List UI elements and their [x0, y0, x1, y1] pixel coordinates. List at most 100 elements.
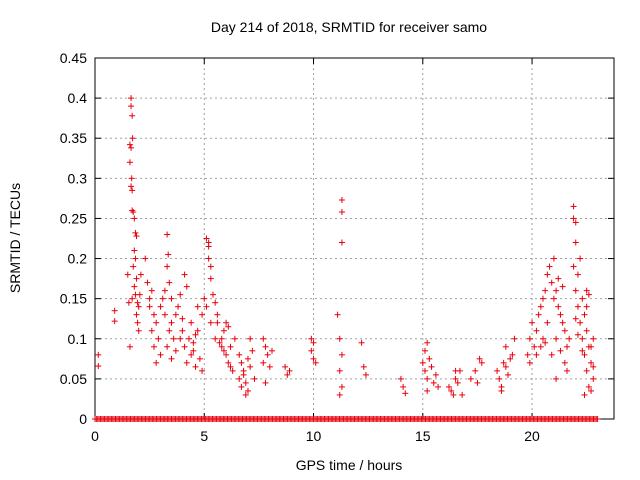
data-point [199, 367, 206, 374]
data-point [550, 295, 557, 302]
data-point [467, 375, 474, 382]
data-point [430, 379, 437, 386]
data-point [494, 367, 501, 374]
data-point [362, 371, 369, 378]
data-point [157, 351, 164, 358]
data-point [559, 319, 566, 326]
data-point [205, 255, 212, 262]
data-point [402, 390, 409, 397]
data-point [212, 335, 219, 342]
data-point [146, 295, 153, 302]
data-point [131, 215, 138, 222]
data-point [131, 247, 138, 254]
data-point [132, 255, 139, 262]
data-point [502, 343, 509, 350]
data-point [507, 355, 514, 362]
data-point [111, 318, 118, 325]
y-tick-label: 0.4 [68, 90, 88, 106]
data-point [188, 319, 195, 326]
data-point [214, 319, 221, 326]
data-point [214, 311, 221, 318]
data-point [203, 303, 210, 310]
data-point [432, 371, 439, 378]
data-point [419, 359, 426, 366]
data-point [310, 355, 317, 362]
data-point [205, 239, 212, 246]
data-point [533, 351, 540, 358]
data-point [170, 335, 177, 342]
data-point [183, 283, 190, 290]
data-point [244, 387, 251, 394]
data-point [336, 335, 343, 342]
data-point [247, 363, 254, 370]
data-point [236, 375, 243, 382]
data-point [199, 311, 206, 318]
data-point [157, 303, 164, 310]
data-point [579, 347, 586, 354]
data-point [424, 339, 431, 346]
data-point [533, 327, 540, 334]
chart-title: Day 214 of 2018, SRMTID for receiver sam… [211, 19, 487, 35]
y-tick-label: 0.25 [60, 210, 87, 226]
data-point [535, 311, 542, 318]
data-point [240, 371, 247, 378]
data-points [92, 95, 601, 422]
data-point [579, 295, 586, 302]
data-point [146, 303, 153, 310]
data-point [126, 159, 133, 166]
data-point [553, 335, 560, 342]
data-point [244, 355, 251, 362]
data-point [537, 303, 544, 310]
y-axis-label: SRMTID / TECUs [7, 183, 23, 293]
data-point [207, 263, 214, 270]
data-point [161, 311, 168, 318]
data-point [572, 287, 579, 294]
data-point [190, 339, 197, 346]
data-point [308, 335, 315, 342]
data-point [251, 375, 258, 382]
data-point [175, 303, 182, 310]
data-point [128, 175, 135, 182]
data-point [220, 327, 227, 334]
data-point [557, 347, 564, 354]
data-point [421, 367, 428, 374]
data-point [336, 391, 343, 398]
y-tick-label: 0.05 [60, 371, 87, 387]
data-point [500, 359, 507, 366]
data-point [446, 383, 453, 390]
plot-frame [94, 57, 615, 420]
data-point [131, 283, 138, 290]
data-point [183, 359, 190, 366]
data-point [526, 359, 533, 366]
data-point [509, 351, 516, 358]
data-point [526, 335, 533, 342]
data-point [242, 391, 249, 398]
data-point [452, 375, 459, 382]
x-tick-label: 15 [415, 428, 431, 444]
data-point [548, 351, 555, 358]
data-point [231, 335, 238, 342]
data-point [286, 367, 293, 374]
data-point [544, 271, 551, 278]
data-point [165, 251, 172, 258]
data-point [168, 319, 175, 326]
data-point [153, 359, 160, 366]
data-point [579, 335, 586, 342]
data-point [555, 275, 562, 282]
data-point [179, 315, 186, 322]
data-point [142, 255, 149, 262]
data-point [153, 319, 160, 326]
data-point [553, 287, 560, 294]
data-point [223, 351, 230, 358]
data-point [134, 299, 141, 306]
data-point [574, 271, 581, 278]
data-point [247, 335, 254, 342]
data-point [583, 287, 590, 294]
data-point [566, 335, 573, 342]
data-point [539, 295, 546, 302]
data-point [338, 351, 345, 358]
data-point [588, 359, 595, 366]
data-point [128, 183, 135, 190]
data-point [561, 359, 568, 366]
data-point [282, 363, 289, 370]
